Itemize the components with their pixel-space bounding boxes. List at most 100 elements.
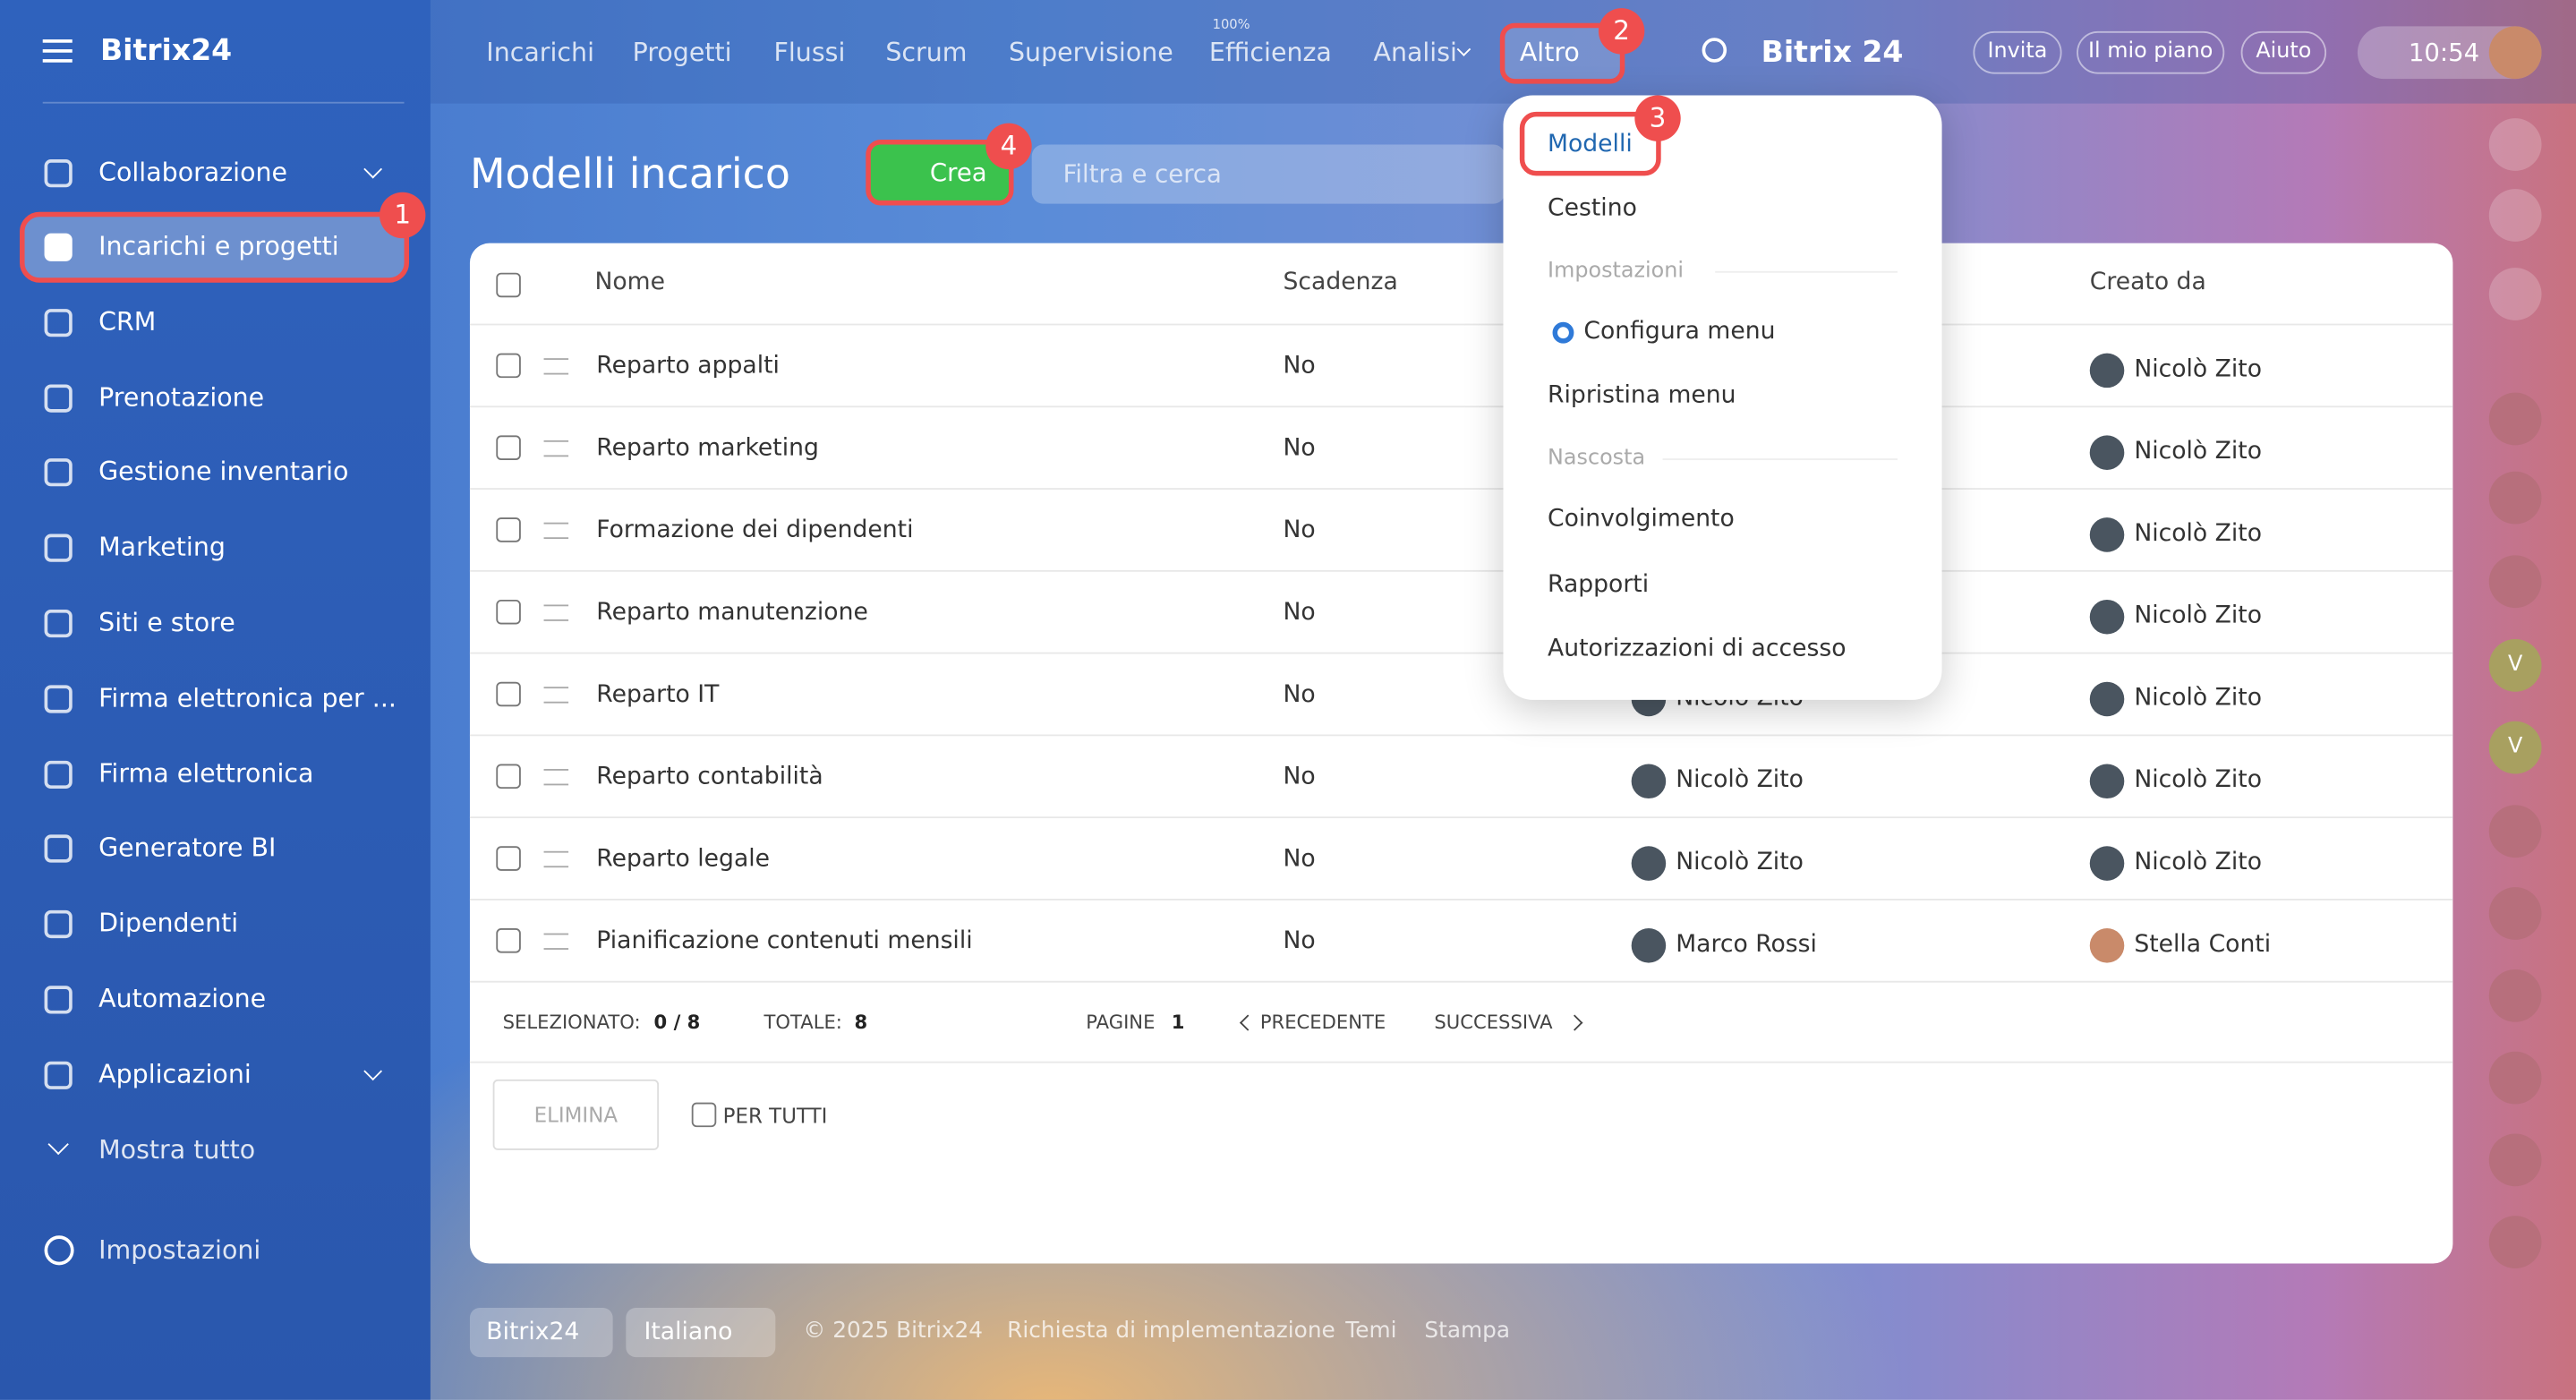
row-creator: Nicolò Zito: [2134, 685, 2263, 712]
language[interactable]: Italiano: [626, 1308, 776, 1358]
sidebar-item[interactable]: Siti e store: [98, 608, 235, 638]
sidebar-item[interactable]: Applicazioni: [98, 1059, 252, 1089]
row-deadline: No: [1283, 435, 1316, 462]
rail-avatar[interactable]: [2488, 1051, 2542, 1105]
sidebar-item[interactable]: CRM: [98, 307, 157, 337]
prev[interactable]: PRECEDENTE: [1259, 1010, 1386, 1034]
rail-avatar[interactable]: [2488, 1216, 2542, 1269]
menu-item[interactable]: Configura menu: [1583, 319, 1776, 346]
avatar: [1631, 846, 1667, 881]
sidebar-item[interactable]: Dipendenti: [98, 909, 239, 939]
settings[interactable]: Impostazioni: [98, 1235, 261, 1266]
row-name[interactable]: Reparto marketing: [596, 435, 819, 462]
menu-item[interactable]: Modelli: [1548, 131, 1633, 158]
rail-avatar[interactable]: [2488, 805, 2542, 858]
rail-avatar[interactable]: V: [2488, 721, 2542, 774]
sidebar-item[interactable]: Firma elettronica: [98, 759, 314, 790]
row-name[interactable]: Formazione dei dipendenti: [596, 517, 914, 544]
row-line: [469, 569, 2453, 572]
card: [469, 243, 2453, 1264]
checkbox[interactable]: [496, 272, 521, 298]
avatar: [2089, 599, 2125, 635]
nav-item[interactable]: Progetti: [632, 38, 732, 68]
checkbox[interactable]: [496, 353, 521, 379]
sidebar-item[interactable]: Collaborazione: [98, 158, 288, 188]
checkbox[interactable]: [496, 928, 521, 953]
rail-icon[interactable]: [2488, 189, 2542, 242]
footer-brand[interactable]: Bitrix24: [469, 1308, 613, 1358]
sidebar-item[interactable]: Generatore BI: [98, 832, 277, 863]
row-name[interactable]: Reparto legale: [596, 846, 771, 873]
next[interactable]: SUCCESSIVA: [1434, 1010, 1553, 1034]
rail-avatar[interactable]: [2488, 969, 2542, 1022]
footer-link[interactable]: Stampa: [1424, 1318, 1511, 1345]
search-box[interactable]: [1031, 144, 1506, 204]
rail-avatar[interactable]: [2488, 887, 2542, 940]
checkbox[interactable]: [496, 517, 521, 542]
checkbox[interactable]: [496, 764, 521, 790]
menu-item[interactable]: Rapporti: [1548, 571, 1650, 599]
row-name[interactable]: Reparto appalti: [596, 353, 780, 380]
top-button[interactable]: Il mio piano: [2077, 30, 2225, 74]
drag-handle: [543, 440, 569, 457]
item-icon: [44, 609, 73, 638]
row-name[interactable]: Reparto contabilità: [596, 764, 823, 790]
nav-item[interactable]: Efficienza: [1208, 38, 1332, 68]
drag-handle: [543, 604, 569, 621]
checkbox[interactable]: [496, 599, 521, 625]
row-name[interactable]: Reparto IT: [596, 681, 720, 709]
footer-link[interactable]: Richiesta di implementazione: [1007, 1318, 1335, 1345]
sidebar-item[interactable]: Firma elettronica per ...: [98, 683, 397, 713]
show-all[interactable]: Mostra tutto: [98, 1135, 256, 1165]
nav-item[interactable]: Incarichi: [486, 38, 594, 68]
checkbox[interactable]: [496, 681, 521, 707]
item-icon: [44, 834, 73, 863]
sidebar-item[interactable]: Automazione: [98, 984, 267, 1014]
rail-avatar[interactable]: [2488, 1133, 2542, 1187]
menu-item[interactable]: Cestino: [1548, 195, 1637, 222]
row-name[interactable]: Pianificazione contenuti mensili: [596, 928, 973, 955]
avatar: [2089, 517, 2125, 552]
nav-item[interactable]: Altro: [1519, 38, 1580, 68]
row-deadline: No: [1283, 599, 1316, 627]
avatar: [2089, 681, 2125, 717]
avatar: [2089, 353, 2125, 388]
menu-item[interactable]: Coinvolgimento: [1548, 506, 1735, 533]
footer-link[interactable]: Temi: [1345, 1318, 1397, 1345]
row-deadline: No: [1283, 681, 1316, 709]
row-line: [469, 816, 2453, 819]
nav-item[interactable]: Analisi: [1373, 38, 1457, 68]
sidebar-item[interactable]: Marketing: [98, 532, 226, 562]
row-name[interactable]: Reparto manutenzione: [596, 599, 868, 627]
menu-item[interactable]: Ripristina menu: [1548, 382, 1736, 410]
nav-item[interactable]: Supervisione: [1008, 38, 1173, 68]
rail-icon[interactable]: [2488, 118, 2542, 171]
item-icon: [44, 233, 73, 261]
nav-item[interactable]: Scrum: [885, 38, 968, 68]
item-icon: [44, 760, 73, 790]
delete-button[interactable]: ELIMINA: [492, 1079, 660, 1150]
row-deadline: No: [1283, 928, 1316, 955]
menu-icon: [42, 39, 73, 63]
checkbox[interactable]: [496, 846, 521, 871]
sidebar-item[interactable]: Gestione inventario: [98, 457, 349, 487]
checkbox[interactable]: [691, 1102, 717, 1128]
search-icon[interactable]: [1702, 38, 1727, 63]
sidebar-item[interactable]: Prenotazione: [98, 382, 265, 413]
checkbox[interactable]: [496, 435, 521, 460]
sidebar-item[interactable]: Incarichi e progetti: [98, 231, 339, 261]
top-button[interactable]: Aiuto: [2240, 30, 2327, 74]
menu-icon-mid: [42, 49, 73, 53]
item-icon: [44, 909, 73, 939]
rail-icon[interactable]: [2488, 268, 2542, 320]
menu-item[interactable]: Autorizzazioni di accesso: [1548, 636, 1847, 662]
rail-avatar[interactable]: V: [2488, 639, 2542, 692]
rail-avatar[interactable]: [2488, 392, 2542, 446]
avatar: [2089, 928, 2125, 963]
rail-avatar[interactable]: [2488, 555, 2542, 609]
row-deadline: No: [1283, 517, 1316, 544]
nav-item[interactable]: Flussi: [773, 38, 846, 68]
top-button[interactable]: Invita: [1973, 30, 2062, 74]
rail-avatar[interactable]: [2488, 471, 2542, 525]
create-label: Crea: [929, 158, 987, 188]
